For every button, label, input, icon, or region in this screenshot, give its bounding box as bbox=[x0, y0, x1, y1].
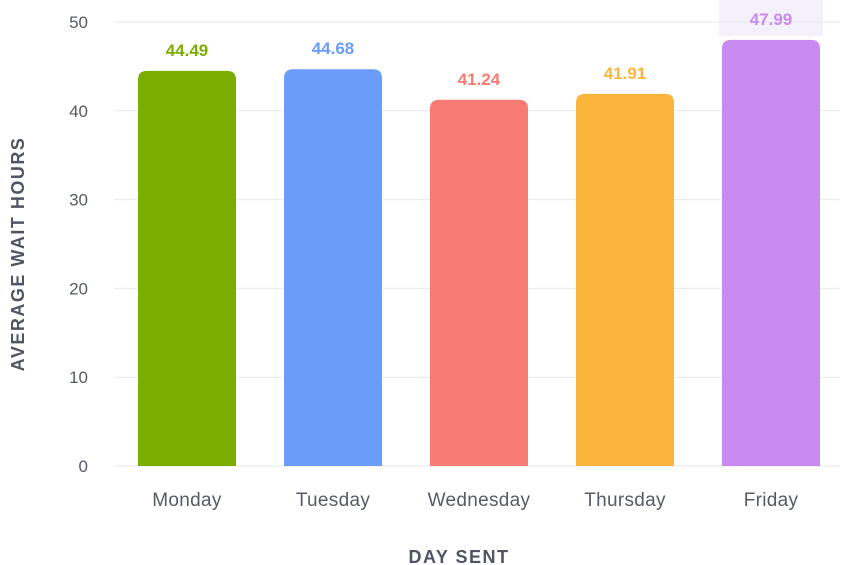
y-tick-label: 40 bbox=[69, 102, 88, 121]
value-label-thursday: 41.91 bbox=[604, 64, 647, 83]
value-label-friday: 47.99 bbox=[750, 10, 793, 29]
highlight-band bbox=[719, 0, 823, 36]
bar-thursday bbox=[576, 93, 674, 466]
y-axis-ticks: 0 10 20 30 40 50 bbox=[69, 13, 88, 476]
x-tick-label-thursday: Thursday bbox=[584, 490, 666, 511]
x-tick-label-monday: Monday bbox=[152, 490, 222, 511]
y-tick-label: 50 bbox=[69, 13, 88, 32]
bars bbox=[138, 39, 820, 466]
y-tick-label: 20 bbox=[69, 279, 88, 298]
y-tick-label: 30 bbox=[69, 191, 88, 210]
x-tick-label-wednesday: Wednesday bbox=[428, 490, 531, 511]
bar-wednesday bbox=[430, 99, 528, 466]
x-tick-label-friday: Friday bbox=[744, 490, 799, 511]
x-axis-title: DAY SENT bbox=[408, 547, 509, 565]
value-label-tuesday: 44.68 bbox=[312, 39, 355, 58]
value-label-wednesday: 41.24 bbox=[458, 70, 501, 89]
value-label-monday: 44.49 bbox=[166, 41, 209, 60]
y-axis-title: AVERAGE WAIT HOURS bbox=[8, 137, 28, 372]
bar-tuesday bbox=[284, 69, 382, 466]
y-tick-label: 0 bbox=[79, 457, 88, 476]
bar-friday bbox=[722, 39, 820, 466]
bar-monday bbox=[138, 70, 236, 466]
x-axis-categories: Monday Tuesday Wednesday Thursday Friday bbox=[152, 490, 798, 511]
y-tick-label: 10 bbox=[69, 368, 88, 387]
x-tick-label-tuesday: Tuesday bbox=[296, 490, 370, 511]
value-labels: 44.49 44.68 41.24 41.91 47.99 bbox=[166, 10, 793, 89]
